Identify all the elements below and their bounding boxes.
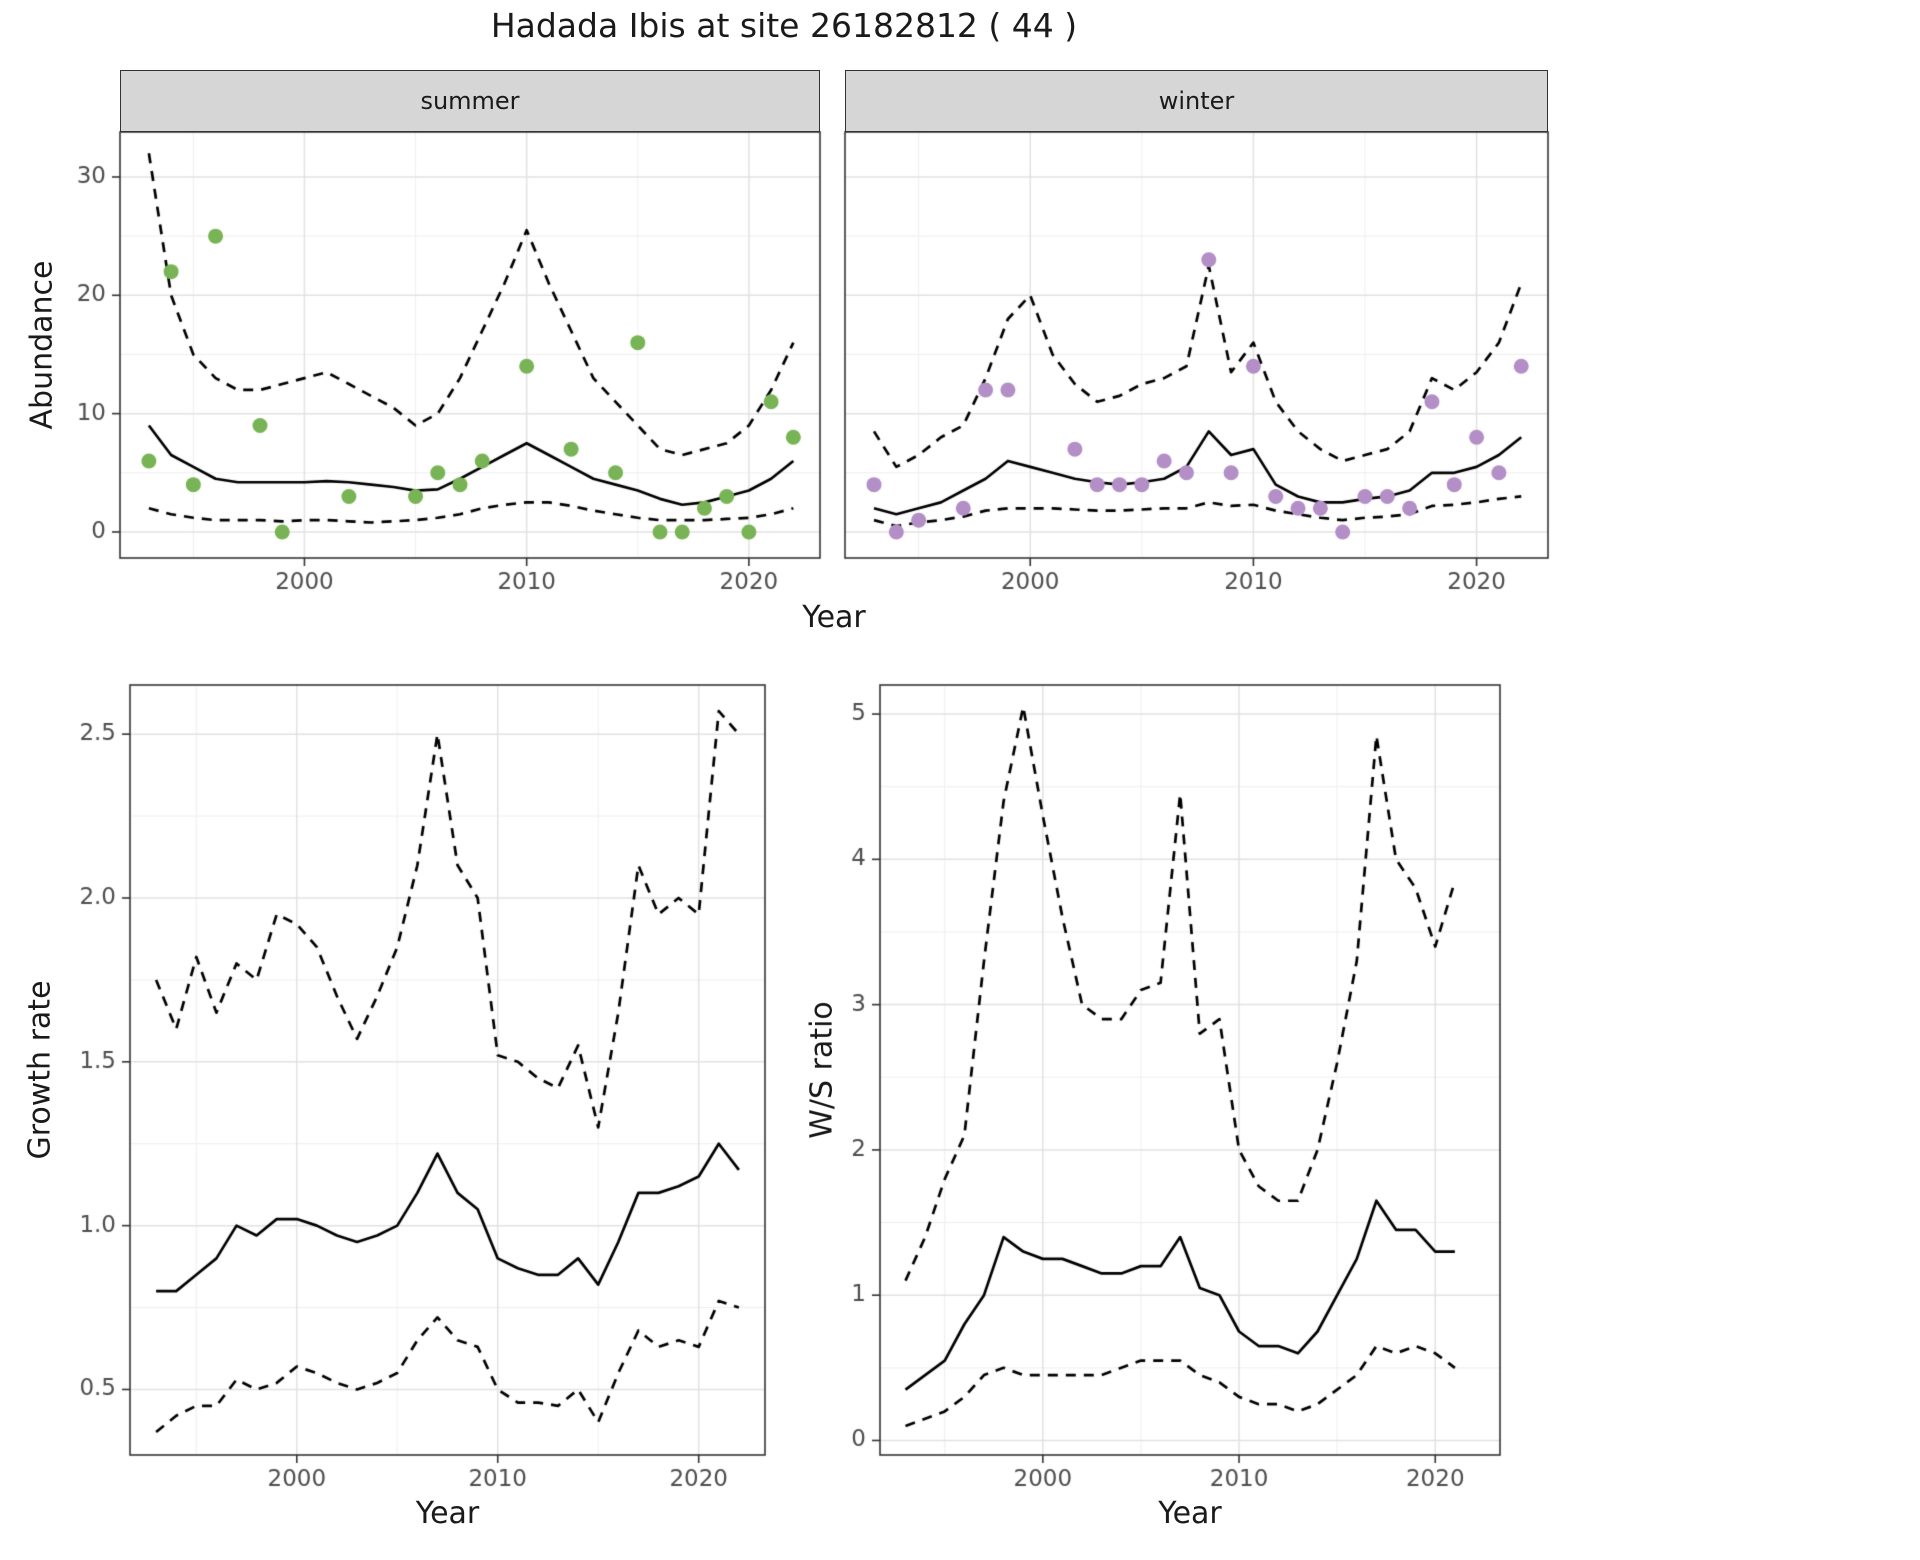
x-axis-label-year-ratio: Year (1158, 1496, 1222, 1531)
facet-strip-winter: winter (845, 70, 1548, 132)
x-axis-label-year-top: Year (802, 600, 866, 635)
x-axis-label-year-growth: Year (415, 1496, 480, 1531)
facet-strip-winter-label: winter (1158, 87, 1235, 115)
chart-title: Hadada Ibis at site 26182812 ( 44 ) (490, 6, 1078, 45)
facet-strip-summer: summer (120, 70, 820, 132)
facet-strip-summer-label: summer (420, 87, 520, 115)
y-axis-label-ws-ratio: W/S ratio (804, 1001, 840, 1139)
y-axis-label-abundance: Abundance (24, 260, 60, 430)
y-axis-label-growth-rate: Growth rate (22, 980, 58, 1160)
